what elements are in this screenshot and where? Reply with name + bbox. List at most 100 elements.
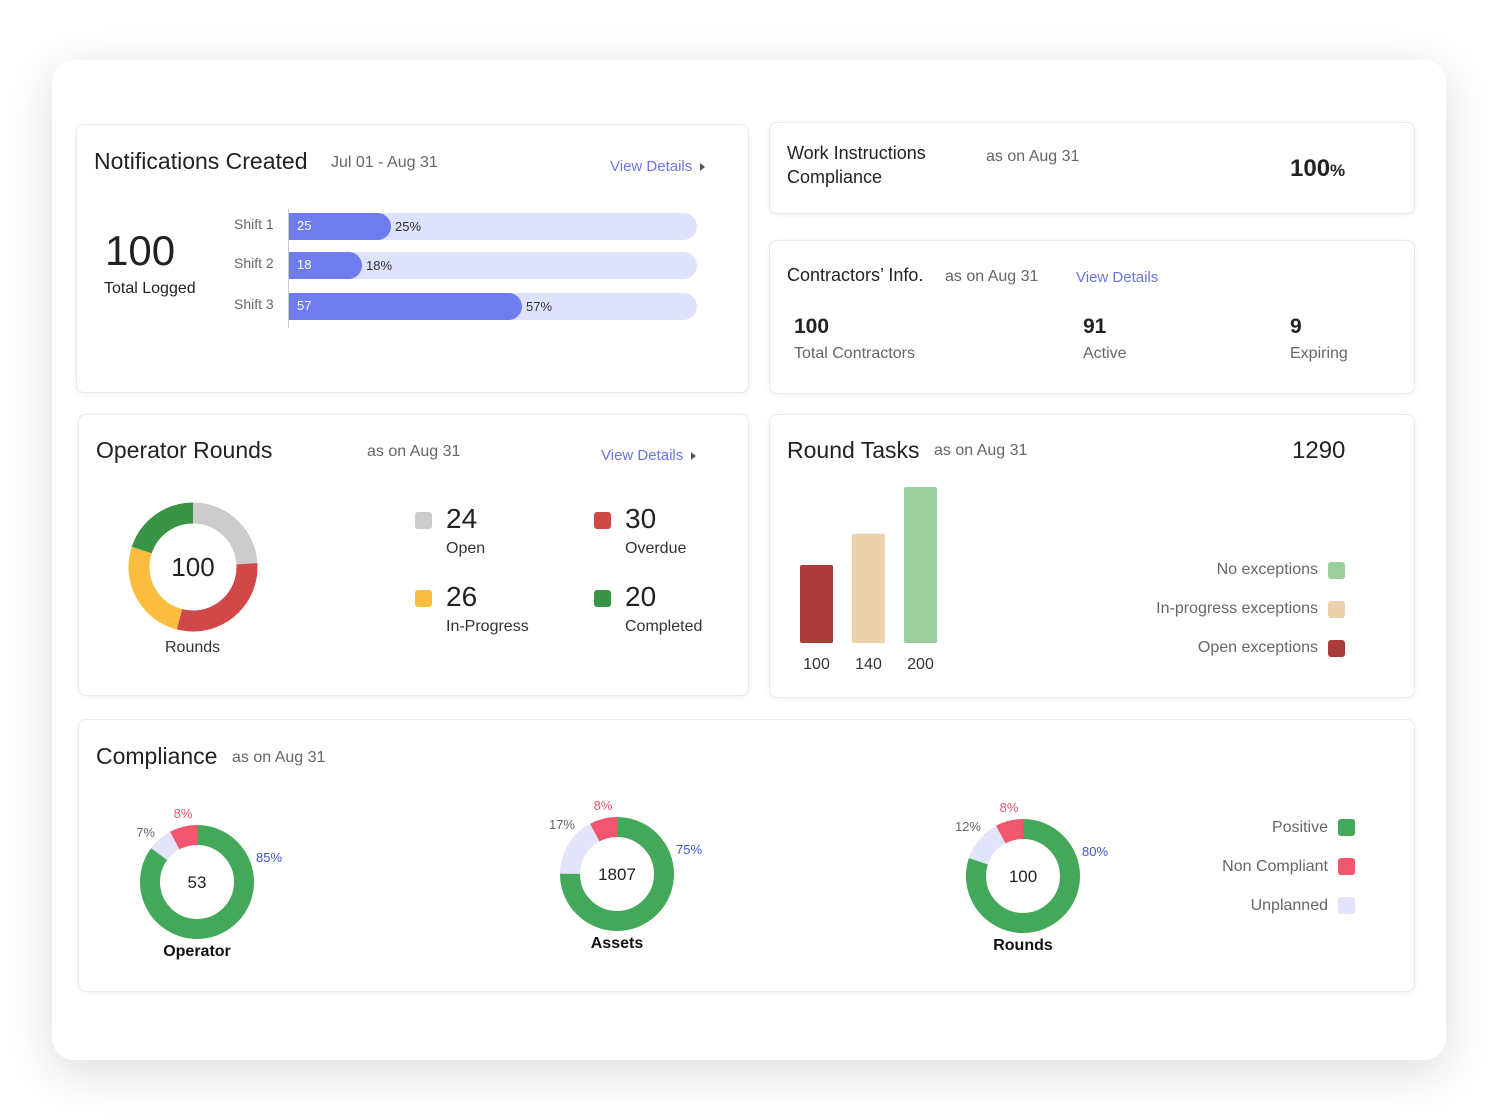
unplanned-percent: 17%	[549, 817, 575, 832]
round-tasks-bar-chart: 100 140 200	[800, 487, 937, 673]
shift-bar-fill: 18	[289, 252, 362, 279]
operator-rounds-as-on: as on Aug 31	[367, 443, 461, 460]
compliance-donut-rounds: 100 80% 8% 12%	[955, 800, 1108, 933]
operator-rounds-title: Operator Rounds	[96, 437, 273, 463]
work-instructions-as-on: as on Aug 31	[986, 148, 1080, 165]
legend-non-compliant-swatch	[1338, 858, 1355, 875]
shift-bar-percent: 57%	[526, 299, 553, 314]
non-compliant-segment	[966, 819, 1080, 933]
work-instructions-title-line1: Work Instructions	[787, 143, 926, 163]
shift-bar-value: 18	[297, 257, 312, 272]
non-compliant-percent: 8%	[174, 806, 193, 821]
non-compliant-segment	[560, 817, 674, 931]
shift-label: Shift 3	[234, 296, 274, 312]
caret-right-icon	[691, 452, 697, 461]
legend-no-exceptions-label: No exceptions	[1216, 561, 1318, 578]
bar-axis-line	[288, 209, 289, 328]
legend-non-compliant-label: Non Compliant	[1222, 858, 1328, 875]
contractors-active-label: Active	[1083, 345, 1127, 362]
positive-percent: 75%	[676, 842, 702, 857]
shift-label: Shift 2	[234, 255, 274, 271]
compliance-card: Compliance as on Aug 31 53 85% 8% 7% Operato…	[78, 719, 1415, 992]
legend-open-exceptions-label: Open exceptions	[1197, 639, 1318, 656]
shift-bar-percent: 18%	[366, 258, 393, 273]
completed-donut-segment	[128, 502, 258, 632]
donut-center-value: 53	[188, 873, 207, 892]
work-instructions-number: 100	[1290, 155, 1331, 182]
round-tasks-total: 1290	[1292, 437, 1346, 464]
in-progress-legend-swatch	[415, 590, 432, 607]
legend-unplanned-swatch	[1338, 897, 1355, 914]
shift-bar-track: 25 25%	[289, 213, 697, 240]
non-compliant-segment	[140, 825, 254, 939]
contractors-card: Contractors’ Info. as on Aug 31 View Det…	[769, 240, 1415, 394]
open-legend-swatch	[415, 512, 432, 529]
legend-unplanned-label: Unplanned	[1250, 897, 1328, 914]
notifications-total: 100	[105, 227, 176, 274]
legend-open-exceptions-swatch	[1328, 640, 1345, 657]
legend-in-progress-exceptions-label: In-progress exceptions	[1156, 600, 1318, 617]
round-task-bar	[904, 487, 937, 643]
work-instructions-card: Work Instructions Compliance as on Aug 3…	[769, 122, 1415, 214]
compliance-donut-label: Assets	[590, 935, 644, 952]
contractors-total-value: 100	[794, 315, 830, 338]
contractors-expiring-value: 9	[1290, 315, 1302, 338]
donut-center-value: 1807	[598, 865, 636, 884]
round-task-bar	[800, 565, 833, 643]
shift-bar-track: 57 57%	[289, 293, 697, 320]
completed-legend-swatch	[594, 590, 611, 607]
work-instructions-title-line2: Compliance	[787, 167, 883, 187]
round-task-bar	[852, 533, 885, 643]
caret-right-icon	[700, 163, 706, 172]
unplanned-percent: 12%	[955, 819, 981, 834]
shift-bar-track: 18 18%	[289, 252, 697, 279]
round-tasks-card: Round Tasks as on Aug 31 1290 100 140 200 …	[769, 414, 1415, 698]
shift-bar-value: 57	[297, 298, 312, 313]
round-task-bar-value: 140	[855, 656, 882, 673]
round-tasks-title: Round Tasks	[787, 437, 920, 463]
work-instructions-title: Work Instructions Compliance	[787, 141, 926, 189]
overdue-count: 30	[625, 503, 657, 534]
compliance-donut-label: Operator	[163, 943, 231, 960]
compliance-donut-assets: 1807 75% 8% 17%	[549, 798, 702, 931]
view-details-label: View Details	[610, 158, 693, 175]
contractors-title: Contractors’ Info.	[787, 265, 924, 285]
legend-positive-swatch	[1338, 819, 1355, 836]
non-compliant-percent: 8%	[594, 798, 613, 813]
contractors-active-value: 91	[1083, 315, 1107, 338]
compliance-as-on: as on Aug 31	[232, 749, 326, 766]
completed-count: 20	[625, 581, 657, 612]
shift-bar-percent: 25%	[395, 219, 422, 234]
overdue-donut-segment	[128, 502, 258, 632]
notifications-card: Notifications Created Jul 01 - Aug 31 Vi…	[76, 124, 749, 393]
work-instructions-unit: %	[1330, 161, 1346, 180]
overdue-legend-swatch	[594, 512, 611, 529]
shift-bar-value: 25	[297, 218, 312, 233]
operator-rounds-donut: 100	[128, 502, 258, 632]
operator-rounds-center-value: 100	[171, 552, 214, 582]
operator-rounds-view-details-link[interactable]: View Details	[601, 447, 697, 464]
view-details-label: View Details	[601, 447, 684, 464]
completed-label: Completed	[625, 618, 703, 635]
round-tasks-as-on: as on Aug 31	[934, 442, 1028, 459]
legend-in-progress-exceptions-swatch	[1328, 601, 1345, 618]
legend-positive-label: Positive	[1271, 819, 1328, 836]
contractors-as-on: as on Aug 31	[945, 268, 1039, 285]
shift-bar-fill: 25	[289, 213, 391, 240]
open-count: 24	[446, 503, 478, 534]
in-progress-donut-segment	[128, 502, 258, 632]
operator-rounds-card: Operator Rounds as on Aug 31 View Detail…	[78, 414, 749, 696]
compliance-donut-operator: 53 85% 8% 7%	[136, 806, 282, 939]
overdue-label: Overdue	[625, 540, 687, 557]
contractors-view-details-link[interactable]: View Details	[1076, 269, 1159, 286]
open-label: Open	[446, 540, 486, 557]
positive-percent: 85%	[256, 850, 282, 865]
round-task-bar-value: 100	[803, 656, 830, 673]
contractors-expiring-label: Expiring	[1290, 345, 1348, 362]
unplanned-percent: 7%	[136, 825, 155, 840]
non-compliant-percent: 8%	[1000, 800, 1019, 815]
work-instructions-value: 100%	[1290, 155, 1345, 183]
shift-bar-fill: 57	[289, 293, 522, 320]
notifications-view-details-link[interactable]: View Details	[610, 158, 706, 175]
compliance-title: Compliance	[96, 743, 218, 769]
